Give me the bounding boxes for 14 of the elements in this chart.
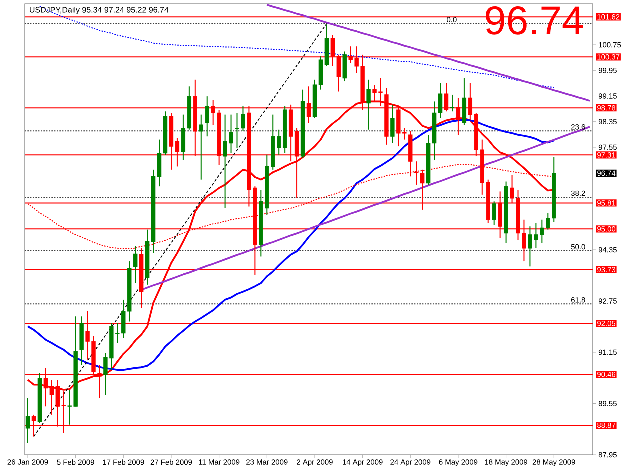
candlestick <box>390 104 395 144</box>
candlestick <box>205 96 210 138</box>
candlestick <box>438 82 443 119</box>
candlestick <box>342 51 347 82</box>
candlestick <box>277 129 282 156</box>
candlestick <box>134 246 138 284</box>
candlestick <box>199 114 204 180</box>
candlestick <box>450 94 455 112</box>
candlestick <box>181 114 186 160</box>
chart-title: USDJPY,Daily 95.34 97.24 95.22 96.74 <box>30 6 169 14</box>
candlestick <box>492 201 496 226</box>
candlestick <box>366 79 371 130</box>
candlestick <box>157 139 162 188</box>
candlestick <box>26 398 30 444</box>
